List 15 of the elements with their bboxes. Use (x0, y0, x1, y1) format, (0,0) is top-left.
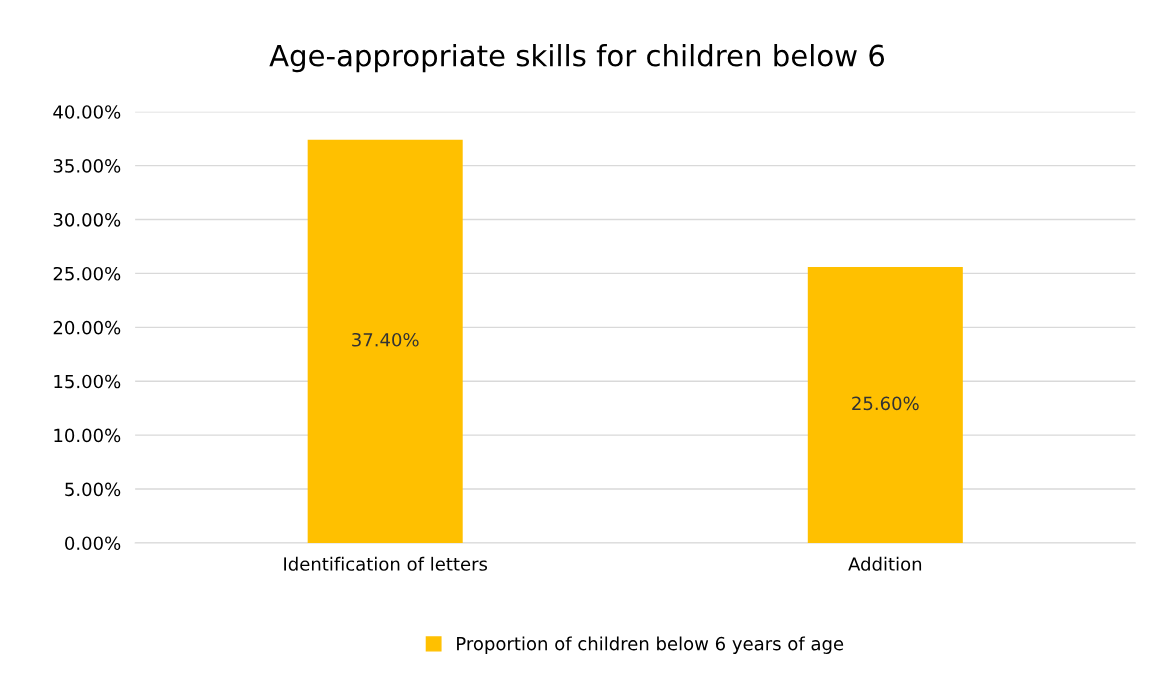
y-tick-label: 20.00% (53, 320, 121, 335)
data-label: 37.40% (352, 332, 419, 347)
y-tick-label: 10.00% (54, 428, 121, 443)
y-tick-label: 5.00% (65, 482, 121, 497)
y-tick-label: 15.00% (54, 374, 121, 389)
chart-title: Age-appropriate skills for children below 6 (269, 44, 885, 73)
y-tick-label: 0.00% (65, 536, 121, 551)
y-tick-label: 30.00% (53, 212, 121, 227)
x-tick-label: Addition (848, 556, 922, 571)
y-tick-label: 35.00% (53, 159, 121, 173)
y-tick-label: 40.00% (53, 105, 121, 119)
x-tick-label: Identification of letters (284, 556, 488, 571)
data-label: 25.60% (852, 396, 919, 411)
y-tick-label: 25.00% (53, 266, 121, 281)
legend-label: Proportion of children below 6 years of age (457, 636, 844, 654)
